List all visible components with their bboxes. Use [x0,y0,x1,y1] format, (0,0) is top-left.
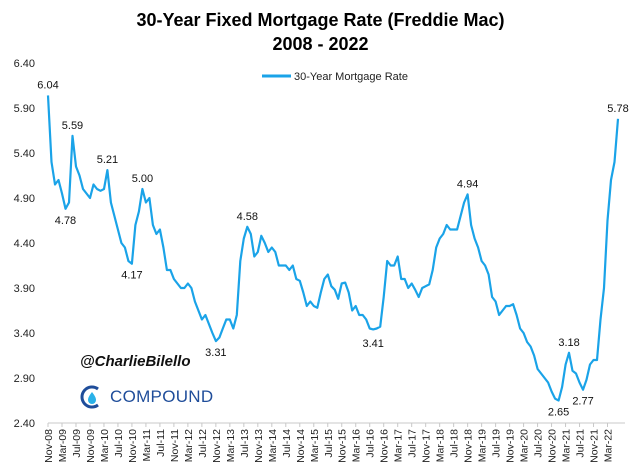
brand-logo: COMPOUND [78,383,213,411]
data-label: 5.21 [97,154,118,166]
y-tick-label: 5.40 [14,148,35,160]
x-tick-label: Mar-15 [309,429,321,462]
x-tick-label: Nov-08 [43,429,55,463]
x-tick-label: Jul-13 [239,429,251,458]
annotation-layer: 6.04 5.59 4.78 5.21 5.00 4.17 3.31 4.58 3.41 4.94… [37,79,628,418]
x-tick-label: Jul-20 [533,429,545,458]
brand-name: COMPOUND [110,387,214,406]
chart-title-line1: 30-Year Fixed Mortgage Rate (Freddie Mac… [136,10,505,30]
x-tick-label: Nov-15 [337,429,349,463]
y-tick-label: 3.90 [14,283,35,295]
data-label: 4.94 [457,178,478,190]
data-label: 3.18 [558,337,579,349]
x-tick-label: Nov-18 [463,429,475,463]
x-tick-label: Mar-09 [57,429,69,462]
data-label: 4.17 [121,270,142,282]
x-tick-label: Mar-11 [141,429,153,462]
data-label: 4.58 [237,211,258,223]
x-tick-label: Jul-10 [113,429,125,458]
x-tick-label: Jul-15 [323,429,335,458]
x-tick-label: Mar-14 [267,429,279,462]
x-tick-label: Nov-10 [127,429,139,463]
data-label: 6.04 [37,79,58,91]
x-tick-label: Mar-17 [393,429,405,462]
x-tick-label: Nov-13 [253,429,265,463]
x-tick-label: Jul-19 [491,429,503,458]
y-tick-label: 2.90 [14,373,35,385]
x-tick-label: Jul-18 [449,429,461,458]
x-tick-label: Mar-12 [183,429,195,462]
data-label: 5.59 [62,120,83,132]
x-tick-label: Mar-22 [603,429,615,462]
x-tick-label: Mar-10 [99,429,111,462]
x-tick-label: Nov-20 [547,429,559,463]
y-tick-label: 4.90 [14,193,35,205]
legend: 30-Year Mortgage Rate [262,71,408,83]
y-tick-label: 4.40 [14,238,35,250]
x-tick-label: Jul-09 [71,429,83,458]
chart-title: 30-Year Fixed Mortgage Rate (Freddie Mac… [0,8,641,56]
data-label: 3.31 [205,347,226,359]
x-tick-label: Mar-16 [351,429,363,462]
x-tick-label: Jul-17 [407,429,419,458]
x-tick-label: Mar-19 [477,429,489,462]
y-axis: 6.40 5.90 5.40 4.90 4.40 3.90 3.40 2.90 2.40 [14,58,35,430]
data-label: 2.77 [572,396,593,408]
x-tick-label: Jul-16 [365,429,377,458]
author-handle: @CharlieBilello [80,353,191,370]
series-layer [46,95,620,402]
x-tick-label: Nov-19 [505,429,517,463]
x-tick-label: Nov-16 [379,429,391,463]
x-tick-label: Nov-12 [211,429,223,463]
data-label: 4.78 [55,215,76,227]
x-tick-label: Nov-14 [295,429,307,463]
x-tick-label: Mar-18 [435,429,447,462]
x-tick-label: Jul-21 [575,429,587,458]
compound-logo-icon [80,385,99,409]
x-tick-label: Nov-11 [169,429,181,462]
x-tick-label: Mar-21 [561,429,573,462]
data-label: 2.65 [548,407,569,419]
x-tick-label: Jul-11 [155,429,167,457]
chart-title-line2: 2008 - 2022 [272,34,369,54]
y-tick-label: 6.40 [14,58,35,70]
x-tick-label: Jul-12 [197,429,209,458]
x-tick-label: Mar-20 [519,429,531,462]
legend-label: 30-Year Mortgage Rate [294,71,408,83]
y-tick-label: 3.40 [14,328,35,340]
series-line [46,95,620,402]
data-label: 5.78 [607,103,628,115]
y-tick-label: 5.90 [14,103,35,115]
x-tick-label: Nov-17 [421,429,433,463]
y-tick-label: 2.40 [14,418,35,430]
x-tick-label: Jul-14 [281,429,293,458]
x-axis: Nov-08 Mar-09 Jul-09 Nov-09 Mar-10 Jul-10 Nov-… [43,422,625,463]
data-label: 3.41 [363,338,384,350]
x-tick-label: Mar-13 [225,429,237,462]
data-label: 5.00 [132,173,153,185]
x-tick-label: Nov-21 [589,429,601,463]
x-tick-label: Nov-09 [85,429,97,463]
